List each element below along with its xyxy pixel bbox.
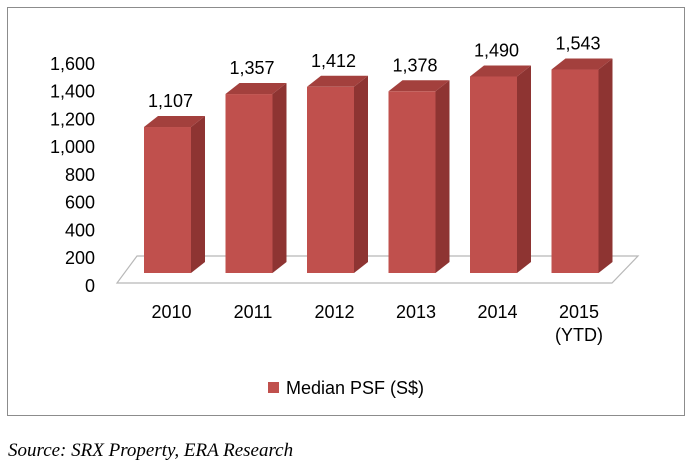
- bar: [470, 65, 531, 273]
- data-label: 1,107: [148, 91, 193, 111]
- y-tick-label: 1,200: [50, 109, 95, 129]
- bar: [388, 80, 450, 274]
- source-note: Source: SRX Property, ERA Research: [8, 440, 294, 461]
- y-axis-ticks: 0 200 400 600 800 1,000 1,200 1,400 1,600: [50, 54, 95, 296]
- y-tick-label: 800: [65, 165, 95, 185]
- data-label: 1,378: [392, 55, 437, 75]
- bar-side: [435, 80, 450, 274]
- bar-side: [272, 83, 287, 273]
- bar-top: [144, 116, 205, 128]
- x-tick-label: 2011: [234, 302, 273, 322]
- bar: [551, 58, 613, 273]
- data-label: 1,543: [555, 34, 600, 54]
- y-tick-label: 1,400: [50, 82, 95, 102]
- legend-label: Median PSF (S$): [286, 378, 424, 398]
- bar-side: [517, 65, 531, 273]
- bar-front: [225, 94, 273, 273]
- data-labels: 1,107 1,357 1,412 1,378 1,490 1,543: [148, 34, 601, 111]
- bar-top: [225, 83, 287, 95]
- bar-front: [388, 91, 436, 274]
- data-label: 1,412: [311, 51, 356, 71]
- y-tick-label: 0: [85, 276, 95, 296]
- bars: [144, 58, 613, 274]
- data-label: 1,357: [229, 58, 274, 78]
- y-tick-label: 1,600: [50, 54, 95, 74]
- y-tick-label: 200: [65, 248, 95, 268]
- bar-top: [388, 80, 450, 92]
- x-tick-label: 2010: [151, 302, 191, 322]
- bar: [144, 116, 205, 273]
- bar-side: [598, 58, 613, 273]
- y-tick-label: 600: [65, 193, 95, 213]
- bar-top: [470, 65, 531, 77]
- legend: Median PSF (S$): [268, 378, 424, 398]
- bar: [307, 75, 368, 273]
- bar-front: [470, 76, 517, 273]
- bar-top: [307, 75, 368, 87]
- bar-top: [551, 58, 613, 70]
- x-tick-label: 2015: [559, 302, 599, 322]
- x-tick-label: (YTD): [555, 325, 603, 345]
- bar-front: [144, 127, 191, 273]
- bar: [225, 83, 287, 273]
- bar-front: [551, 69, 599, 273]
- x-tick-label: 2012: [314, 302, 354, 322]
- y-tick-label: 1,000: [50, 137, 95, 157]
- x-tick-label: 2014: [477, 302, 517, 322]
- y-tick-label: 400: [65, 220, 95, 240]
- data-label: 1,490: [474, 41, 519, 61]
- bar-side: [354, 75, 368, 273]
- bar-side: [191, 116, 205, 273]
- x-tick-label: 2013: [396, 302, 436, 322]
- x-axis-ticks: 2010 2011 2012 2013 2014 2015 (YTD): [151, 302, 603, 345]
- legend-swatch: [268, 382, 279, 393]
- bar-front: [307, 86, 354, 273]
